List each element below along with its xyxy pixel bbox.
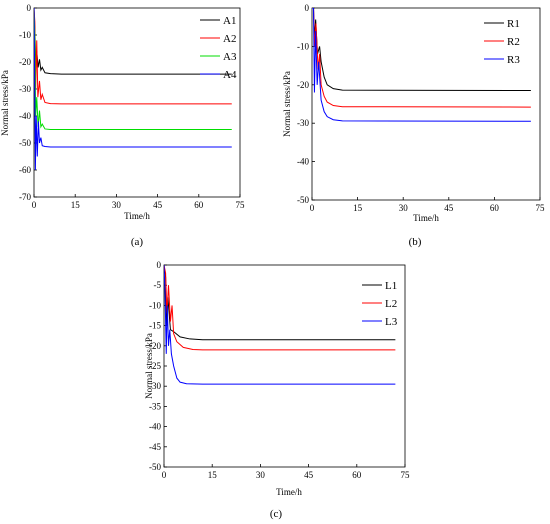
y-tick-label: -40: [19, 111, 31, 121]
y-tick-label: -10: [19, 30, 31, 40]
y-axis-title: Normal stress/kPa: [282, 71, 292, 137]
x-tick-label: 45: [153, 200, 163, 210]
x-tick-label: 30: [256, 470, 266, 480]
chart-panel-3: 0-5-10-15-20-25-30-35-40-45-500 15 30 45 60 7…: [144, 260, 410, 520]
plot-frame: [33, 7, 241, 198]
x-tick-label: 0: [162, 470, 167, 480]
y-tick-label: -45: [149, 442, 161, 452]
y-tick-label: -10: [149, 300, 161, 310]
y-tick-label: -10: [297, 41, 309, 51]
y-tick-label: 0: [305, 3, 310, 13]
series-line-a4: [34, 8, 232, 171]
legend-label-l3: L3: [385, 316, 398, 328]
y-tick-label: -20: [149, 341, 161, 351]
y-tick-label: -30: [149, 381, 161, 391]
x-tick-label: 30: [112, 200, 122, 210]
x-axis-title: Time/h: [276, 487, 302, 497]
y-tick-label: -50: [297, 195, 309, 205]
series-line-l3: [164, 265, 396, 385]
x-tick-label: 0: [310, 203, 315, 213]
y-tick-label: 0: [27, 3, 32, 13]
series-line-l2: [164, 265, 396, 351]
panel-label: (a): [131, 236, 144, 248]
series-line-a1: [34, 8, 232, 75]
y-tick-label: -30: [19, 84, 31, 94]
y-tick-label: -70: [19, 192, 31, 202]
legend-label-r1: R1: [507, 18, 520, 30]
x-tick-label: 15: [353, 203, 363, 213]
y-tick-label: -40: [297, 157, 309, 167]
chart-panel-2: 0-10-20-30-40-500 15 30 45 60 75Time/hNormal …: [282, 3, 545, 248]
y-tick-label: -20: [19, 57, 31, 67]
legend-label-a4: A4: [223, 69, 237, 81]
panel-label: (b): [409, 236, 422, 248]
x-tick-label: 60: [194, 200, 204, 210]
panel-label: (c): [270, 508, 283, 520]
legend-label-r2: R2: [507, 36, 520, 48]
y-tick-label: -35: [149, 401, 161, 411]
x-tick-label: 60: [490, 203, 500, 213]
x-tick-label: 75: [401, 470, 411, 480]
legend-label-a1: A1: [223, 15, 236, 27]
legend-label-a2: A2: [223, 33, 236, 45]
series-line-l1: [164, 265, 396, 341]
series-line-a3: [34, 8, 232, 130]
x-tick-label: 75: [236, 200, 246, 210]
y-tick-label: -15: [149, 321, 161, 331]
plot-frame: [311, 7, 541, 201]
y-tick-label: 0: [157, 260, 162, 270]
legend-label-l2: L2: [385, 298, 397, 310]
x-tick-label: 45: [304, 470, 314, 480]
x-tick-label: 0: [32, 200, 37, 210]
x-axis-title: Time/h: [413, 213, 439, 223]
y-tick-label: -25: [149, 361, 161, 371]
y-axis-title: Normal stress/kPa: [0, 70, 10, 136]
legend-label-r3: R3: [507, 54, 520, 66]
y-tick-label: -50: [149, 462, 161, 472]
y-tick-label: -20: [297, 80, 309, 90]
y-tick-label: -50: [19, 138, 31, 148]
x-tick-label: 60: [352, 470, 362, 480]
x-tick-label: 30: [399, 203, 409, 213]
x-tick-label: 75: [536, 203, 546, 213]
x-axis-title: Time/h: [124, 211, 150, 221]
chart-panel-1: 0-10-20-30-40-50-60-700 15 30 45 60 75Time/hN…: [0, 3, 245, 248]
x-tick-label: 15: [71, 200, 81, 210]
series-line-r3: [312, 8, 531, 122]
y-tick-label: -30: [297, 118, 309, 128]
x-tick-label: 15: [208, 470, 218, 480]
legend-label-l1: L1: [385, 280, 397, 292]
y-axis-title: Normal stress/kPa: [144, 333, 154, 399]
x-tick-label: 45: [444, 203, 454, 213]
y-tick-label: -60: [19, 165, 31, 175]
y-tick-label: -5: [154, 280, 162, 290]
y-tick-label: -40: [149, 422, 161, 432]
series-line-r1: [312, 8, 531, 92]
legend-label-a3: A3: [223, 51, 237, 63]
plot-frame: [163, 264, 406, 468]
